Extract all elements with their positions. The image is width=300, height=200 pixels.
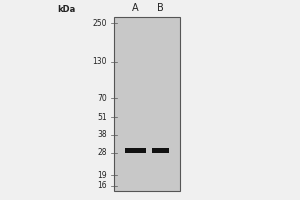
Text: 19: 19	[97, 171, 107, 180]
Text: A: A	[132, 3, 138, 13]
Text: 38: 38	[97, 130, 107, 139]
Bar	[152, 148, 169, 153]
Bar	[114, 17, 180, 191]
Text: 70: 70	[97, 94, 107, 103]
Bar	[124, 148, 146, 153]
Text: kDa: kDa	[57, 5, 75, 14]
Text: 28: 28	[97, 148, 107, 157]
Text: 51: 51	[97, 113, 107, 122]
Text: 16: 16	[97, 181, 107, 190]
Text: 130: 130	[92, 57, 107, 66]
Text: 250: 250	[92, 19, 107, 28]
Text: B: B	[157, 3, 164, 13]
